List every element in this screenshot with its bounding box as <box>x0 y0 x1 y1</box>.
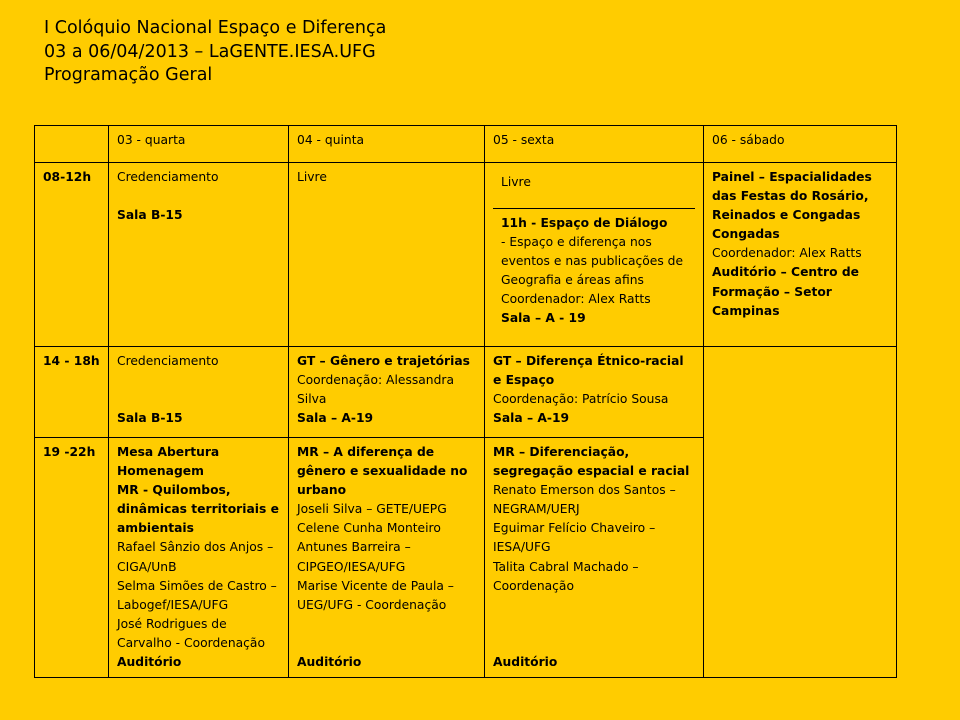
header-cell-fri: 05 - sexta <box>484 125 704 163</box>
cell-afternoon-evening-sat <box>703 346 897 678</box>
room-label: Sala B-15 <box>117 411 183 426</box>
session-desc: - Espaço e diferença nos eventos e nas p… <box>501 235 684 288</box>
session-title-3: MR - Quilombos, dinâmicas territoriais e… <box>117 483 279 536</box>
participant: Renato Emerson dos Santos – NEGRAM/UERJ <box>493 483 676 517</box>
cell-afternoon-thu: GT – Gênero e trajetórias Coordenação: A… <box>288 346 485 438</box>
room-label: Auditório <box>117 655 182 670</box>
cell-morning-sat: Painel – Espacialidades das Festas do Ro… <box>703 162 897 347</box>
cell-morning-wed: Credenciamento Sala B-15 <box>108 162 289 347</box>
time-cell-afternoon: 14 - 18h <box>34 346 109 438</box>
participant: Eguimar Felício Chaveiro – IESA/UFG <box>493 521 656 555</box>
session-coord: Coordenação: Patrício Sousa <box>493 392 669 407</box>
header-cell-wed: 03 - quarta <box>108 125 289 163</box>
table-row-evening: 19 -22h Mesa Abertura Homenagem MR - Qui… <box>34 437 897 678</box>
program-title: Programação Geral <box>44 65 213 85</box>
room-label: Auditório <box>297 654 362 669</box>
schedule-table: 03 - quarta 04 - quinta 05 - sexta 06 - … <box>34 125 897 678</box>
session-title: GT – Diferença Étnico-racial e Espaço <box>493 354 684 388</box>
participant: Marise Vicente de Paula – UEG/UFG - Coor… <box>297 578 454 612</box>
session-title: GT – Gênero e trajetórias <box>297 354 470 368</box>
header-cell-sat: 06 - sábado <box>703 125 897 163</box>
document-header: I Colóquio Nacional Espaço e Diferença 0… <box>44 17 386 88</box>
table-row-morning: 08-12h Credenciamento Sala B-15 Livre Li… <box>34 162 897 347</box>
header-row: 03 - quarta 04 - quinta 05 - sexta 06 - … <box>34 125 897 163</box>
event-dates: 03 a 06/04/2013 – LaGENTE.IESA.UFG <box>44 41 376 62</box>
cell-text: Livre <box>297 170 327 184</box>
session-coord: Coordenação: Alessandra Silva <box>297 373 454 407</box>
cell-evening-thu: MR – A diferença de gênero e sexualidade… <box>288 437 485 678</box>
cell-text: Livre <box>501 175 531 189</box>
header-cell-thu: 04 - quinta <box>288 125 485 163</box>
participant: José Rodrigues de Carvalho - Coordenação <box>117 616 265 650</box>
session-title: 11h - Espaço de Diálogo <box>501 216 668 230</box>
room-label: Auditório – Centro de Formação – Setor C… <box>712 265 859 318</box>
session-title-2: Homenagem <box>117 464 204 479</box>
header-cell-empty <box>34 125 109 163</box>
participant: Selma Simões de Castro – Labogef/IESA/UF… <box>117 578 277 612</box>
participant: Talita Cabral Machado – Coordenação <box>493 559 639 593</box>
session-coord: Coordenador: Alex Ratts <box>501 292 651 307</box>
event-title: I Colóquio Nacional Espaço e Diferença <box>44 18 387 38</box>
session-coord: Coordenador: Alex Ratts <box>712 246 862 261</box>
time-cell-evening: 19 -22h <box>34 437 109 678</box>
room-label: Sala – A - 19 <box>501 311 586 326</box>
cell-text: Credenciamento <box>117 354 219 368</box>
cell-afternoon-wed: Credenciamento Sala B-15 <box>108 346 289 438</box>
cell-afternoon-fri: GT – Diferença Étnico-racial e Espaço Co… <box>484 346 704 438</box>
participant: Joseli Silva – GETE/UEPG <box>297 502 447 517</box>
cell-evening-fri: MR – Diferenciação, segregação espacial … <box>484 437 704 678</box>
session-title: MR – A diferença de gênero e sexualidade… <box>297 445 468 498</box>
cell-evening-wed: Mesa Abertura Homenagem MR - Quilombos, … <box>108 437 289 678</box>
session-title: Painel – Espacialidades das Festas do Ro… <box>712 170 872 223</box>
cell-text: Credenciamento <box>117 170 219 184</box>
session-subtitle: Congadas <box>712 227 780 242</box>
cell-morning-fri: Livre 11h - Espaço de Diálogo - Espaço e… <box>484 162 704 347</box>
table-row-afternoon: 14 - 18h Credenciamento Sala B-15 GT – G… <box>34 346 897 678</box>
cell-morning-thu: Livre <box>288 162 485 347</box>
session-title: MR – Diferenciação, segregação espacial … <box>493 445 690 479</box>
participant: Rafael Sânzio dos Anjos – CIGA/UnB <box>117 540 274 574</box>
room-label: Sala – A-19 <box>297 411 374 426</box>
session-title: Mesa Abertura <box>117 445 220 459</box>
participant: Celene Cunha Monteiro Antunes Barreira –… <box>297 521 441 574</box>
room-label: Auditório <box>493 654 558 669</box>
time-cell-morning: 08-12h <box>34 162 109 347</box>
room-label: Sala – A-19 <box>493 411 570 426</box>
room-label: Sala B-15 <box>117 208 183 223</box>
